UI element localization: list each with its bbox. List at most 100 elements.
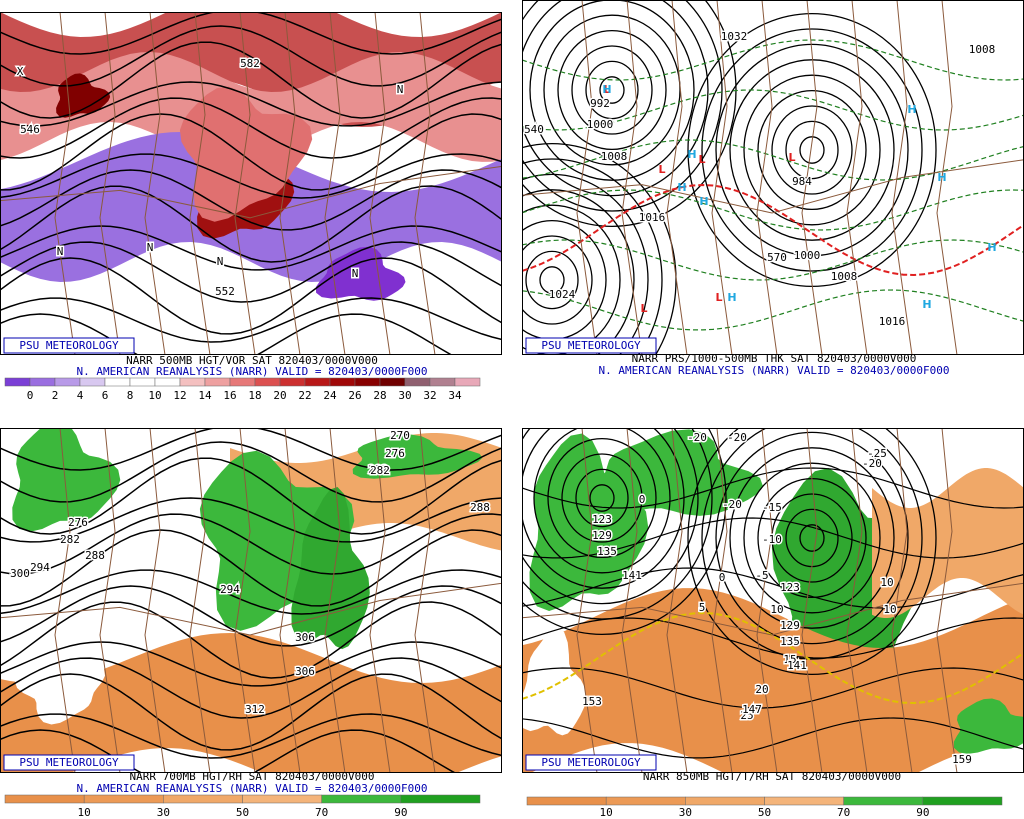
colorbar-swatch [354,377,381,387]
border [756,0,778,355]
border [369,428,391,773]
contour [522,467,1024,509]
contour [743,462,881,614]
contour-label: 288 [85,549,105,562]
pressure-center: L [658,163,665,176]
contour [729,59,895,241]
colorbar-label: 26 [348,389,361,402]
border [522,582,1024,636]
contour [0,81,502,127]
map: 2702762822882943002762822882822943063063… [0,428,502,773]
contour [0,428,502,471]
contour [0,113,502,191]
border [54,12,76,355]
credit-box [3,754,135,771]
contour [799,136,825,164]
contour-label: -20 [687,431,707,444]
contour [0,641,502,687]
pressure-center: H [602,83,611,96]
colorbar-swatch [764,796,844,806]
contour [771,493,853,583]
border [414,12,436,355]
pressure-center: H [677,181,686,194]
contour [0,513,502,575]
contour-label: 306 [295,665,315,678]
contour-label: 141 [622,569,642,582]
contour [571,45,653,135]
contour [799,524,825,552]
contour-label: 5 [699,601,706,614]
contour-label: -20 [862,457,882,470]
contour-label: 1008 [831,270,858,283]
colorbar-label: 14 [198,389,212,402]
contour [585,60,639,120]
credit: PSU METEOROLOGY [19,339,119,352]
panel: 2702762822882943002762822882822943063063… [0,428,502,773]
panel: 1032 1000 992 1008 1016 1024 984 1000 1008 1016 54… [522,0,1024,355]
credit: PSU METEOROLOGY [19,756,119,769]
contour-label: 540 [524,123,544,136]
colorbar-swatch [54,377,81,387]
contour-label: X [17,65,24,78]
contour [522,289,1024,331]
colorbar-swatch [279,377,306,387]
border [756,428,778,773]
contour-label: 582 [240,57,260,70]
contour-label: 300 [10,567,30,580]
border [936,0,958,355]
contour-label: N [57,245,64,258]
contour [0,569,502,615]
contour-label: 141 [787,659,807,672]
border [324,12,346,355]
pressure-center: L [698,153,705,166]
contour-label: 312 [245,703,265,716]
colorbar-swatch [685,796,765,806]
pressure-center: H [907,103,916,116]
colorbar-swatch [379,377,406,387]
border [891,0,913,355]
contour [0,497,502,543]
colorbar-label: 4 [77,389,84,402]
contour-label: 15 [783,653,796,666]
contour-label: 1032 [721,30,748,43]
border [414,428,436,773]
colorbar-swatch [154,377,181,387]
border [846,0,868,355]
colorbar-swatch [329,377,356,387]
colorbar-label: 10 [78,806,91,819]
border [711,0,733,355]
border [801,428,823,773]
colorbar-swatch [229,377,256,387]
map-frame [0,428,502,773]
colorbar-label: 50 [236,806,249,819]
shaded-area [315,246,406,301]
contour [0,25,502,87]
colorbar-swatch [605,796,686,806]
colorbar-label: 30 [679,806,692,819]
colorbar-label: 10 [600,806,613,819]
colorbar-swatch [79,377,106,387]
contour-thickness [522,611,1024,705]
contour [0,241,502,303]
panel: 546 582 552 N N N N N X [0,12,502,355]
border [144,428,166,773]
contour-label: 0 [719,571,726,584]
shaded-area [583,429,763,516]
colorbar-swatch [304,377,331,387]
colorbar-swatch [429,377,456,387]
pressure-center: H [937,171,946,184]
contour-label: 282 [60,533,80,546]
colorbar-label: 30 [157,806,170,819]
contour [743,74,881,226]
contour-label: 10 [880,576,893,589]
subtitle: N. AMERICAN REANALYSIS (NARR) VALID = 82… [77,365,428,378]
contour [0,313,454,355]
contour [533,428,671,574]
contour-label: N [147,241,154,254]
colorbar-label: 28 [373,389,386,402]
contour [561,453,643,543]
border [99,12,121,355]
pressure-center: H [987,241,996,254]
credit-box [525,337,657,354]
border [621,0,643,355]
